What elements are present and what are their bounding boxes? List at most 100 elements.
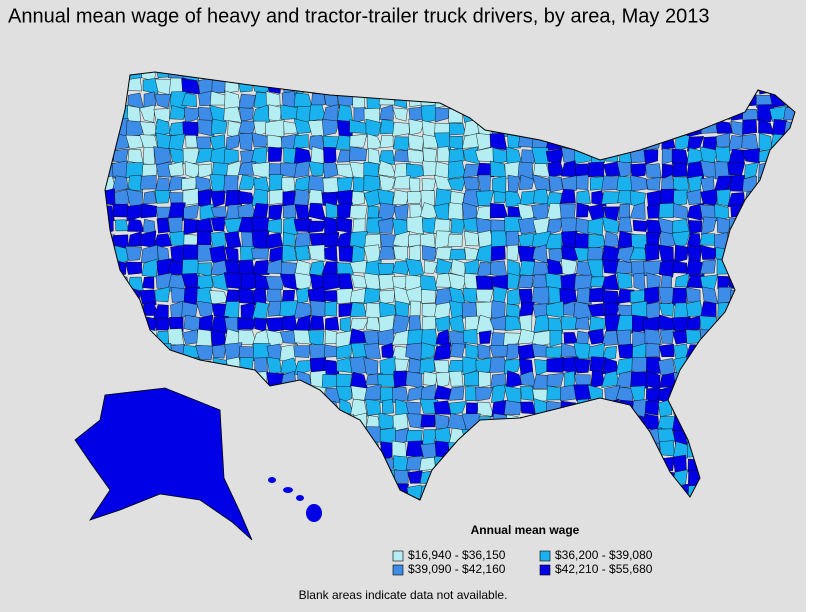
map-region [477,174,491,192]
map-region [408,118,425,136]
map-region [448,273,467,291]
alaska [74,387,253,541]
map-region [336,163,354,179]
map-region [435,247,453,261]
map-region [616,315,635,334]
map-region [741,133,759,151]
map-region [238,133,254,151]
legend-label: $39,090 - $42,160 [408,562,506,576]
map-region [210,190,226,208]
map-region [589,316,606,331]
map-region [409,177,421,193]
map-region [392,387,409,403]
map-region [490,260,508,278]
map-region [434,315,450,332]
map-region [392,261,411,275]
map-region [463,230,479,247]
map-region [420,414,436,428]
map-region [351,191,365,206]
map-region [519,358,534,376]
map-region [475,205,492,221]
map-region [142,276,155,289]
map-region [350,302,367,318]
map-region [560,273,577,292]
map-region [367,147,381,165]
map-region [321,191,340,206]
map-region [293,329,312,345]
map-region [422,217,437,234]
map-region [407,149,424,164]
map-region [280,104,299,120]
map-region [559,188,576,204]
map-region [279,329,297,344]
map-region [549,330,563,348]
map-region [517,343,536,360]
map-region [237,190,255,204]
map-region [154,189,171,204]
map-region [294,245,311,261]
map-region [181,259,200,276]
map-region [507,174,521,194]
map-region [422,245,437,261]
map-region [450,218,466,234]
map-region [686,202,705,221]
map-region [447,233,463,247]
legend-swatch [392,550,404,562]
map-region [142,77,159,95]
map-region [363,343,381,359]
map-region [615,260,633,275]
map-region [336,149,352,163]
map-region [506,244,520,261]
map-region [114,188,131,208]
legend-swatch [392,564,404,576]
map-region [349,328,369,345]
map-region [379,104,394,120]
map-region [424,260,439,274]
map-region [364,384,382,401]
map-region [143,147,155,165]
map-region [630,289,646,304]
map-region [574,316,590,330]
map-region [714,203,729,222]
map-region [716,217,732,234]
map-region [336,217,353,233]
map-region [673,189,688,206]
map-region [630,163,647,178]
map-region [433,218,451,234]
map-region [646,301,661,320]
map-region [489,315,509,331]
map-region [520,401,536,415]
map-region [448,148,465,164]
map-region [448,401,467,415]
map-region [293,118,313,134]
map-region [349,287,369,303]
map-region [169,105,187,120]
legend: $16,940 - $36,150 $36,200 - $39,080 $39,09… [392,548,653,576]
map-region [561,245,578,263]
map-region [475,289,494,303]
map-region [349,146,368,162]
map-region [392,413,409,432]
map-region [377,263,394,275]
map-region [363,287,381,305]
map-region [545,218,563,236]
map-region [392,122,410,137]
map-region [185,135,199,148]
map-region [125,134,143,150]
map-region [392,230,411,249]
map-region [393,370,408,388]
map-region [265,119,285,137]
map-region [422,371,438,387]
map-region [378,289,396,305]
map-region [632,219,649,232]
map-region [251,132,270,148]
map-region [296,287,309,304]
map-region [658,343,675,357]
map-region [601,191,621,205]
hawaii-island [296,495,304,501]
map-region [672,261,688,274]
map-region [603,302,620,317]
map-region [449,248,467,261]
map-region [490,245,506,262]
map-region [364,233,381,249]
